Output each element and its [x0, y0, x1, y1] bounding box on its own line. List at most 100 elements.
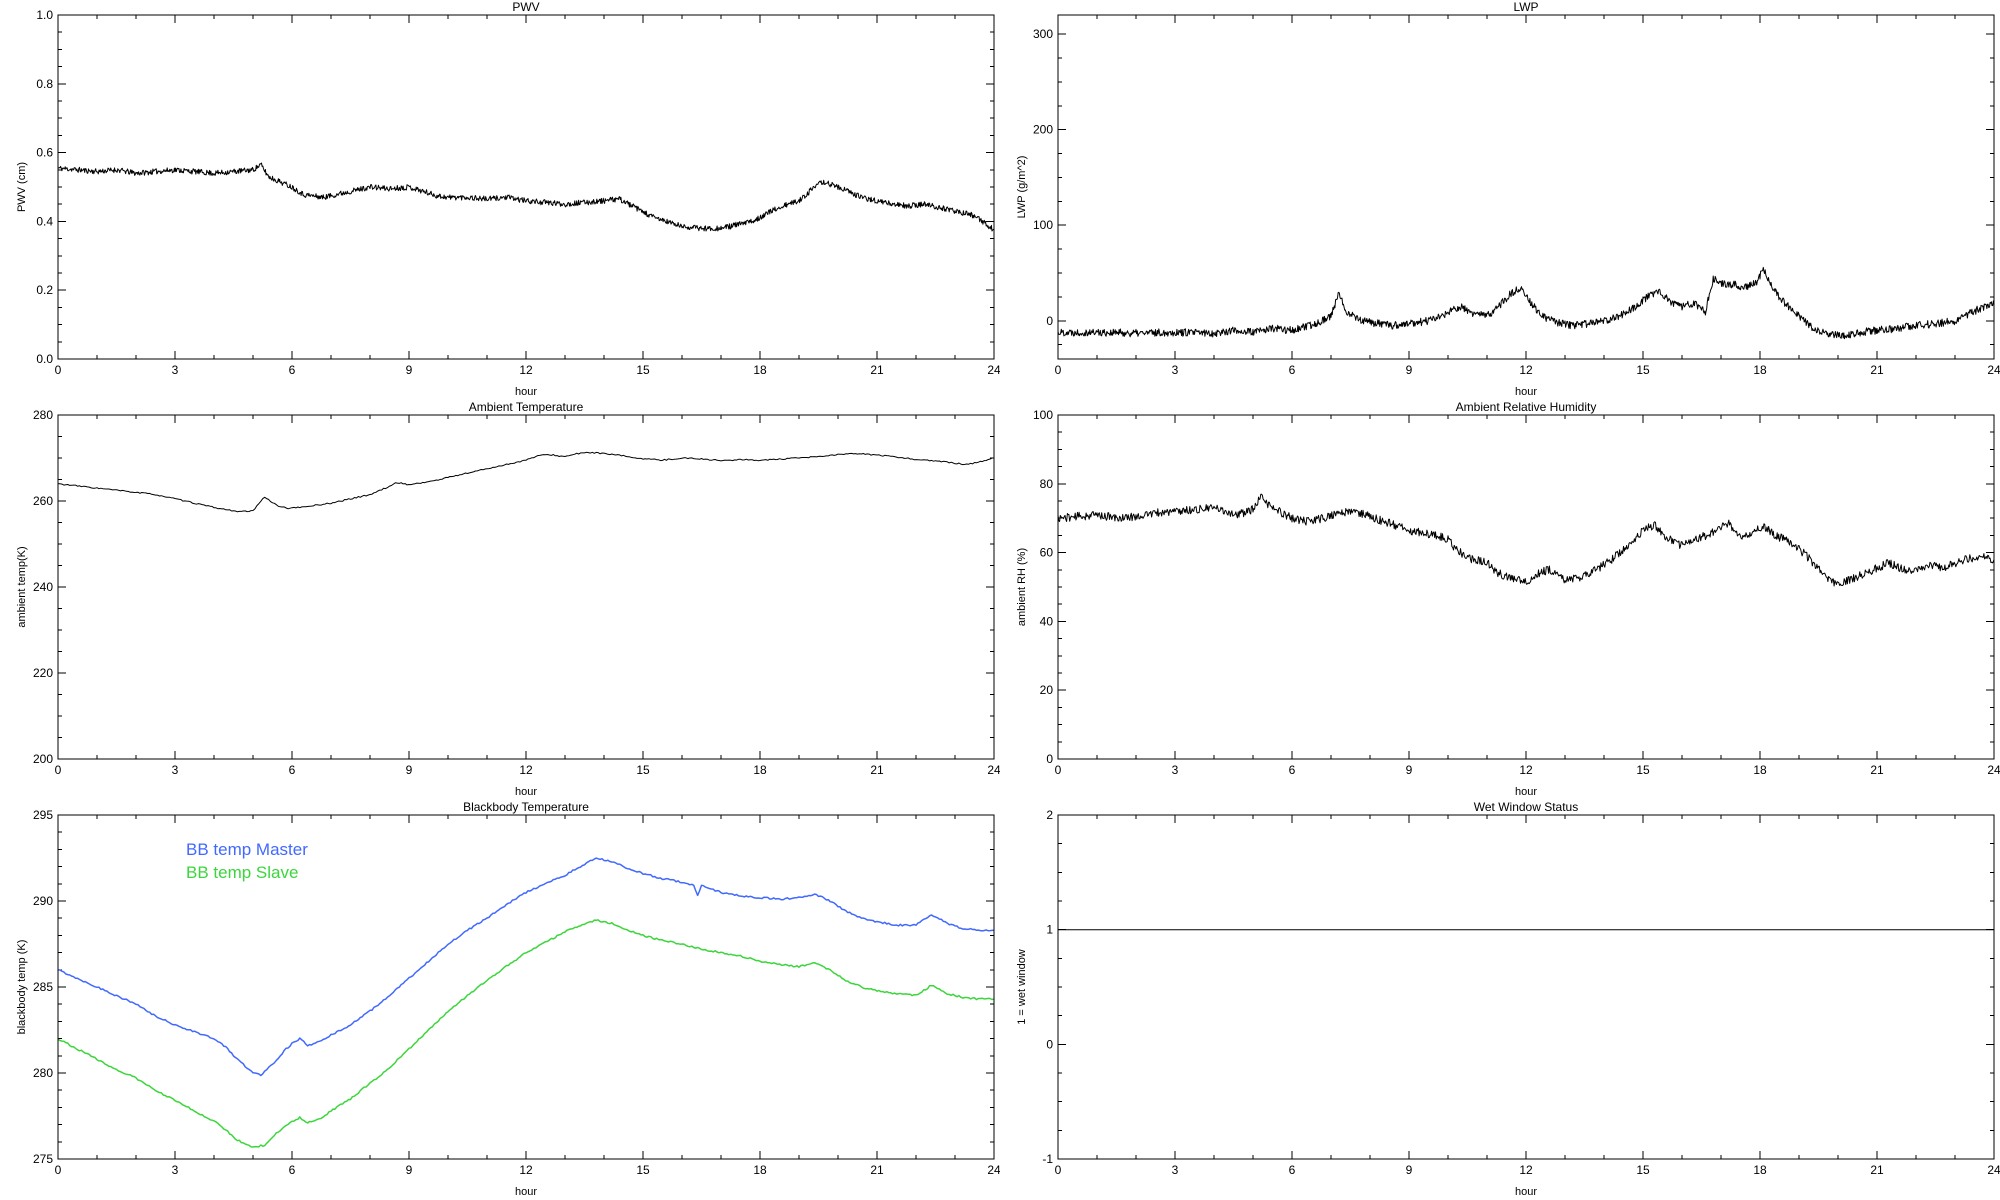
svg-text:100: 100 — [1033, 408, 1053, 422]
svg-text:18: 18 — [1753, 763, 1767, 777]
svg-text:12: 12 — [1519, 763, 1533, 777]
svg-text:24: 24 — [987, 763, 1000, 777]
svg-text:0: 0 — [1055, 1163, 1062, 1177]
svg-text:9: 9 — [1406, 1163, 1413, 1177]
ambient-relative-humidity-x-axis-label: hour — [1514, 786, 1538, 798]
wet-window-status-y-axis-label: 1 = wet window — [1016, 949, 1028, 1025]
svg-text:24: 24 — [1987, 1163, 2000, 1177]
svg-text:220: 220 — [33, 666, 53, 680]
svg-text:2: 2 — [1046, 808, 1053, 822]
svg-text:18: 18 — [753, 1163, 767, 1177]
svg-text:21: 21 — [1870, 363, 1884, 377]
svg-text:0: 0 — [55, 363, 62, 377]
svg-text:1: 1 — [1046, 923, 1053, 937]
svg-text:240: 240 — [33, 580, 53, 594]
svg-text:24: 24 — [1987, 763, 2000, 777]
pwv-y-axis-label: PWV (cm) — [16, 161, 28, 213]
ambient-relative-humidity-plot: 0 3 6 9 12 15 18 21 24 0 20 40 60 80 100 — [1033, 408, 2000, 777]
lwp-x-axis-label: hour — [1514, 386, 1538, 398]
panel-wet-window-status: 0 3 6 9 12 15 18 21 24 -1 0 1 2 Wet Window Status 1 … — [1000, 800, 2000, 1200]
svg-text:18: 18 — [1753, 1163, 1767, 1177]
svg-text:200: 200 — [1033, 123, 1053, 137]
svg-text:15: 15 — [1636, 1163, 1650, 1177]
ambient-relative-humidity-chart-title: Ambient Relative Humidity — [1455, 400, 1597, 414]
svg-text:20: 20 — [1040, 683, 1054, 697]
svg-text:15: 15 — [636, 363, 650, 377]
svg-text:6: 6 — [1289, 763, 1296, 777]
svg-text:290: 290 — [33, 894, 53, 908]
svg-text:15: 15 — [636, 763, 650, 777]
svg-text:280: 280 — [33, 1066, 53, 1080]
svg-text:9: 9 — [1406, 363, 1413, 377]
pwv-plot: 0 3 6 9 12 15 18 21 24 0.0 0.2 0.4 0.6 0.8 1.0 — [36, 8, 1000, 377]
svg-text:0: 0 — [1055, 763, 1062, 777]
svg-text:18: 18 — [753, 763, 767, 777]
svg-text:80: 80 — [1040, 477, 1054, 491]
svg-text:21: 21 — [1870, 1163, 1884, 1177]
svg-text:6: 6 — [289, 1163, 296, 1177]
panel-ambient-temperature: 0 3 6 9 12 15 18 21 24 200 220 240 260 280 Ambient Te… — [0, 400, 1000, 800]
svg-text:3: 3 — [172, 363, 179, 377]
svg-text:200: 200 — [33, 752, 53, 766]
svg-text:0.2: 0.2 — [36, 283, 53, 297]
svg-text:0.4: 0.4 — [36, 214, 53, 228]
svg-text:-1: -1 — [1042, 1152, 1053, 1166]
pwv-x-axis-label: hour — [514, 386, 538, 398]
svg-text:9: 9 — [1406, 763, 1413, 777]
blackbody-temperature-x-axis-label: hour — [514, 1186, 538, 1198]
blackbody-temperature-y-axis-label: blackbody temp (K) — [16, 939, 28, 1035]
svg-text:295: 295 — [33, 808, 53, 822]
svg-text:3: 3 — [1172, 763, 1179, 777]
svg-text:18: 18 — [1753, 363, 1767, 377]
svg-text:21: 21 — [870, 363, 884, 377]
svg-text:100: 100 — [1033, 218, 1053, 232]
svg-text:0: 0 — [55, 1163, 62, 1177]
svg-text:280: 280 — [33, 408, 53, 422]
svg-text:12: 12 — [1519, 363, 1533, 377]
svg-text:0: 0 — [1046, 1037, 1053, 1051]
svg-text:3: 3 — [172, 1163, 179, 1177]
panel-lwp: 0 3 6 9 12 15 18 21 24 0 100 200 300 LWP LWP (g/m^2)… — [1000, 0, 2000, 400]
svg-text:0.0: 0.0 — [36, 352, 53, 366]
svg-text:12: 12 — [1519, 1163, 1533, 1177]
lwp-chart-title: LWP — [1513, 0, 1539, 14]
svg-text:15: 15 — [1636, 763, 1650, 777]
svg-text:21: 21 — [1870, 763, 1884, 777]
svg-text:6: 6 — [1289, 363, 1296, 377]
panel-pwv: 0 3 6 9 12 15 18 21 24 0.0 0.2 0.4 0.6 0.8 1.0 PWV PWV… — [0, 0, 1000, 400]
panel-ambient-relative-humidity: 0 3 6 9 12 15 18 21 24 0 20 40 60 80 100 Ambient Relat… — [1000, 400, 2000, 800]
panel-blackbody-temperature: 0 3 6 9 12 15 18 21 24 275 280 285 290 295 Blackbody … — [0, 800, 1000, 1200]
lwp-plot: 0 3 6 9 12 15 18 21 24 0 100 200 300 — [1033, 14, 2000, 377]
svg-text:21: 21 — [870, 1163, 884, 1177]
ambient-temperature-y-axis-label: ambient temp(K) — [16, 546, 28, 628]
svg-text:0: 0 — [55, 763, 62, 777]
svg-text:9: 9 — [406, 763, 413, 777]
wet-window-status-x-axis-label: hour — [1514, 1186, 1538, 1198]
svg-text:6: 6 — [289, 363, 296, 377]
svg-text:0: 0 — [1046, 314, 1053, 328]
blackbody-temperature-plot: 0 3 6 9 12 15 18 21 24 275 280 285 290 295 — [33, 808, 1000, 1177]
ambient-temperature-chart-title: Ambient Temperature — [468, 400, 584, 414]
svg-text:1.0: 1.0 — [36, 8, 53, 22]
svg-text:40: 40 — [1040, 614, 1054, 628]
svg-text:24: 24 — [987, 1163, 1000, 1177]
svg-text:9: 9 — [406, 363, 413, 377]
legend-bb-temp-slave: BB temp Slave — [186, 863, 299, 882]
svg-text:0: 0 — [1046, 752, 1053, 766]
svg-text:24: 24 — [1987, 363, 2000, 377]
svg-text:3: 3 — [1172, 1163, 1179, 1177]
svg-text:3: 3 — [172, 763, 179, 777]
pwv-chart-title: PWV — [512, 0, 540, 14]
svg-text:300: 300 — [1033, 27, 1053, 41]
svg-text:24: 24 — [987, 363, 1000, 377]
ambient-temperature-x-axis-label: hour — [514, 786, 538, 798]
wet-window-status-chart-title: Wet Window Status — [1473, 800, 1579, 814]
svg-text:15: 15 — [636, 1163, 650, 1177]
legend-bb-temp-master: BB temp Master — [186, 840, 308, 859]
svg-text:21: 21 — [870, 763, 884, 777]
svg-text:0.6: 0.6 — [36, 146, 53, 160]
lwp-y-axis-label: LWP (g/m^2) — [1016, 155, 1028, 219]
svg-text:60: 60 — [1040, 546, 1054, 560]
